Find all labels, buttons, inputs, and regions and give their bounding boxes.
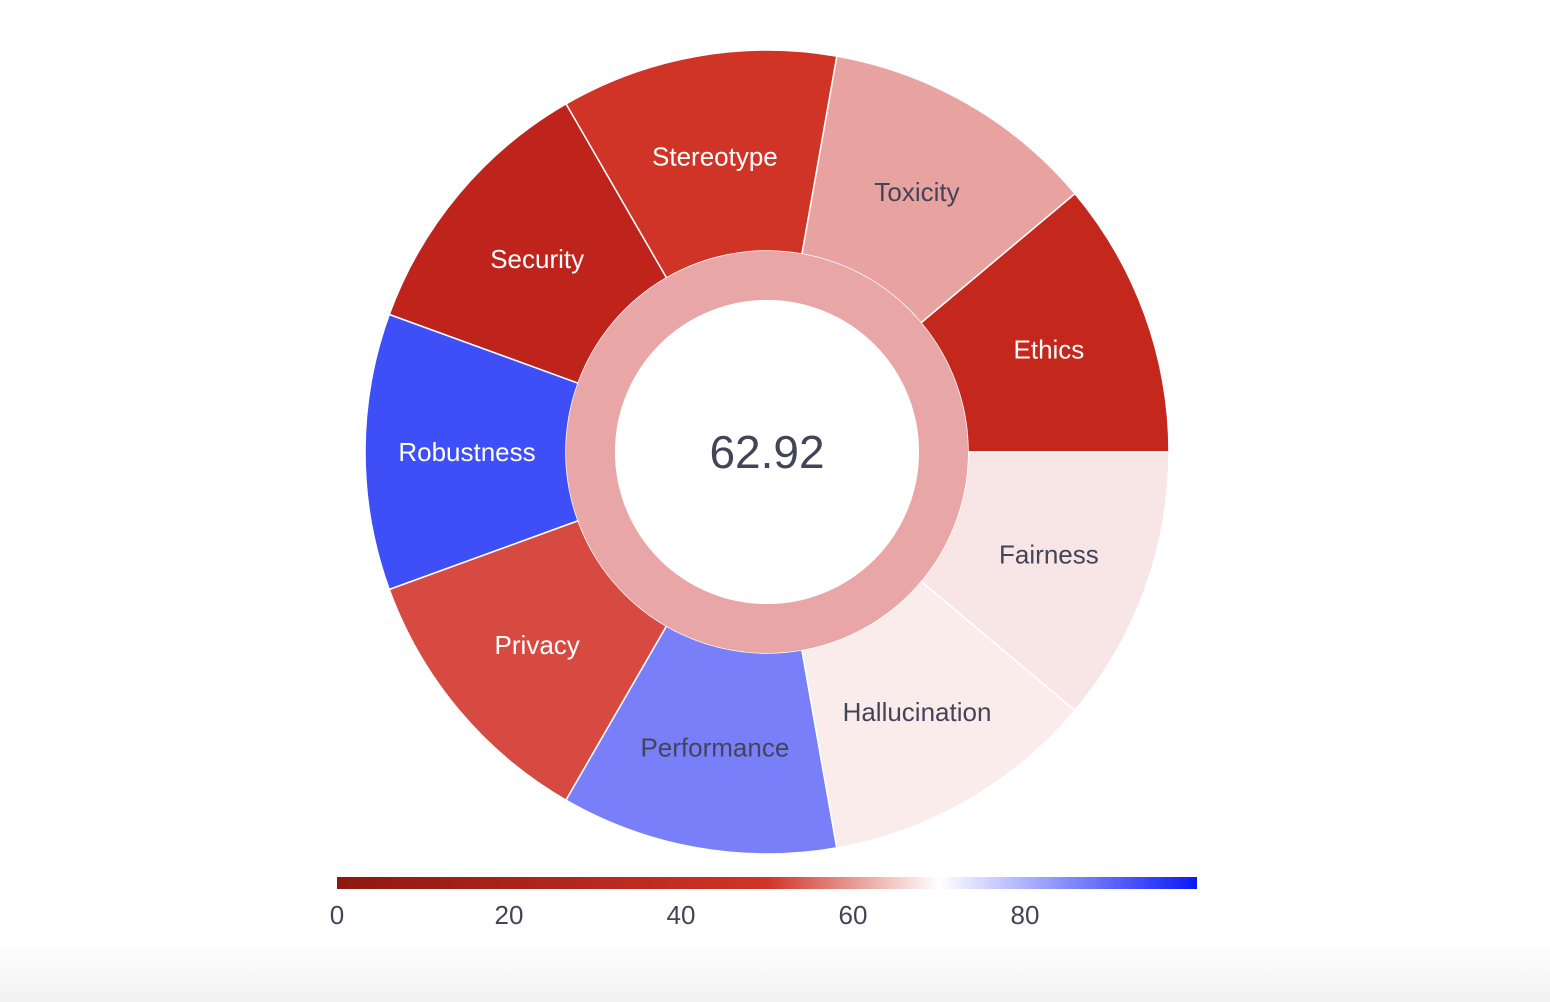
segment-label-robustness: Robustness xyxy=(398,437,535,467)
colorbar-tick-0: 0 xyxy=(330,900,344,930)
segment-label-hallucination: Hallucination xyxy=(843,697,992,727)
center-score: 62.92 xyxy=(709,426,824,478)
center-ring[interactable] xyxy=(566,251,968,653)
segment-label-privacy: Privacy xyxy=(495,630,580,660)
segment-label-toxicity: Toxicity xyxy=(874,177,959,207)
segment-label-performance: Performance xyxy=(640,732,789,762)
segment-label-ethics: Ethics xyxy=(1014,334,1085,364)
colorbar-tick-60: 60 xyxy=(839,900,868,930)
segment-label-stereotype: Stereotype xyxy=(652,142,778,172)
colorbar-tick-20: 20 xyxy=(495,900,524,930)
bottom-shade xyxy=(0,940,1550,1002)
colorbar xyxy=(337,877,1197,889)
colorbar-tick-40: 40 xyxy=(667,900,696,930)
center-hole xyxy=(615,300,919,604)
colorbar-tick-80: 80 xyxy=(1011,900,1040,930)
segment-label-fairness: Fairness xyxy=(999,540,1099,570)
segment-label-security: Security xyxy=(490,244,584,274)
